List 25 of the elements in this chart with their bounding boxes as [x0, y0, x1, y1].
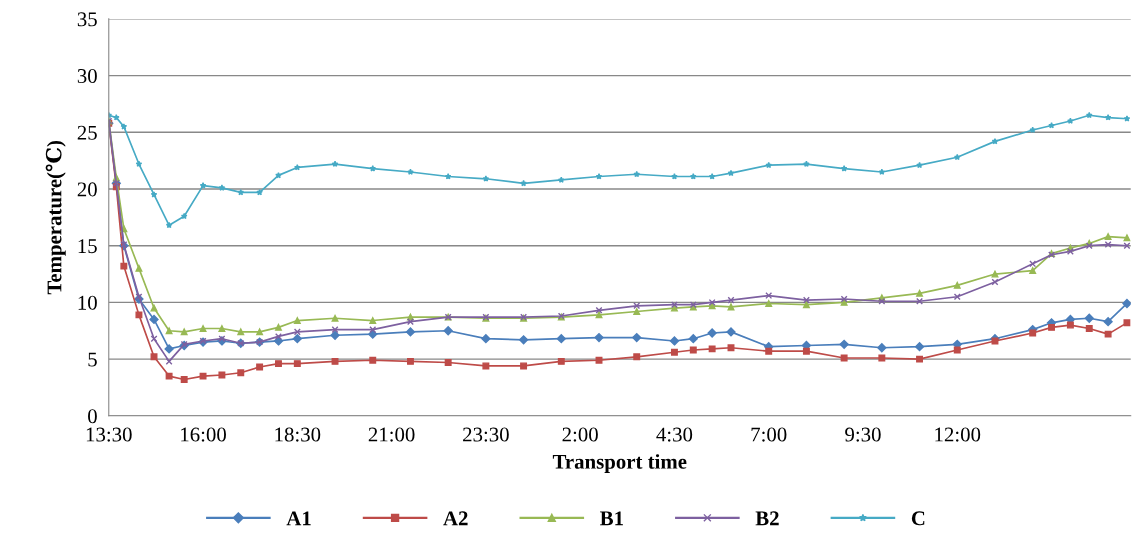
y-tick-label: 10 — [78, 295, 97, 310]
legend-label: A2 — [443, 511, 468, 526]
x-tick-label: 16:00 — [181, 427, 226, 442]
y-tick-label: 30 — [77, 68, 97, 84]
x-tick-label: 23:30 — [463, 427, 509, 442]
legend-label: B1 — [600, 511, 623, 526]
legend-label: C — [911, 511, 925, 526]
x-tick-label: 13:30 — [86, 427, 132, 442]
y-tick-label: 0 — [88, 409, 97, 424]
x-tick-label: 21:00 — [368, 427, 415, 442]
y-tick-label: 25 — [77, 125, 97, 140]
y-tick-label: 5 — [88, 352, 97, 367]
y-tick-label: 20 — [77, 182, 97, 197]
legend-label: B2 — [755, 511, 779, 526]
x-tick-label: 9:30 — [845, 427, 881, 442]
legend-label: A1 — [286, 511, 311, 526]
x-tick-label: 4:30 — [656, 427, 693, 442]
y-tick-label: 15 — [78, 239, 97, 254]
x-tick-label: 18:30 — [275, 427, 321, 442]
x-tick-label: 2:00 — [562, 427, 598, 442]
x-axis-title: Transport time — [552, 454, 687, 474]
x-tick-label: 12:00 — [935, 427, 981, 442]
y-tick-label: 35 — [77, 12, 97, 27]
x-tick-label: 7:00 — [751, 427, 787, 442]
y-axis-title: Temperature(℃) — [45, 140, 66, 295]
